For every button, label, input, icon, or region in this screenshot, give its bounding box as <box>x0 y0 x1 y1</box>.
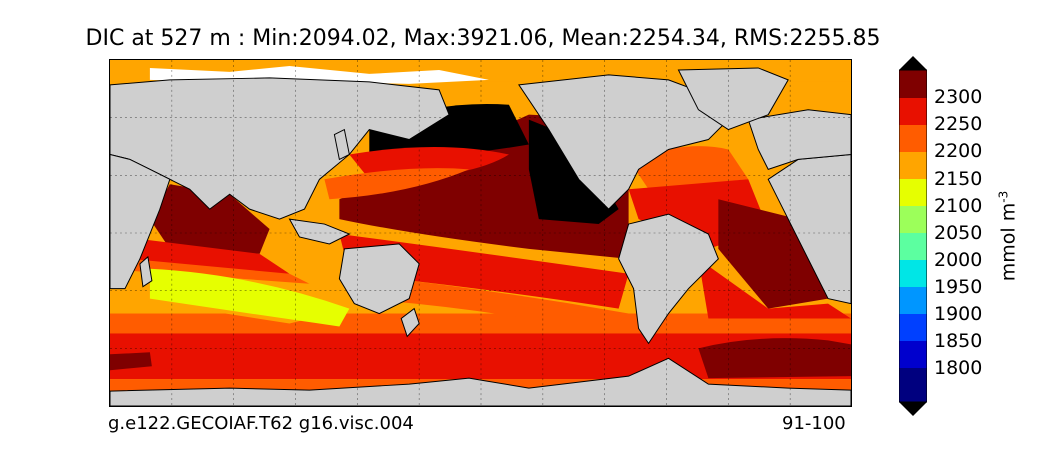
colorbar-2000 <box>899 233 927 260</box>
madagascar-land <box>139 255 153 288</box>
colorbar-1950 <box>899 260 927 287</box>
map-panel <box>109 59 852 407</box>
colorbar-2250 <box>899 98 927 125</box>
colorbar-tick-2050: 2050 <box>934 222 983 244</box>
colorbar-2100 <box>899 179 927 206</box>
indian-yellow <box>149 268 350 327</box>
natl-2200 <box>628 146 749 190</box>
colorbar-tick-2100: 2100 <box>934 195 983 217</box>
greenland-land <box>677 67 789 131</box>
unit-exponent: -3 <box>996 190 1011 203</box>
colorbar-tick-2300: 2300 <box>934 86 983 108</box>
weddell-patch-2300 <box>698 338 851 379</box>
colorbar <box>899 56 927 416</box>
colorbar-tick-1950: 1950 <box>934 276 983 298</box>
colorbar-2300 <box>899 70 927 98</box>
colorbar-tick-2150: 2150 <box>934 168 983 190</box>
japan-land <box>333 128 350 161</box>
satl-2250 <box>698 258 851 319</box>
colorbar-tick-1800: 1800 <box>934 357 983 379</box>
colorbar-1800 <box>899 341 927 368</box>
africa-east-land <box>767 153 851 305</box>
years-label: 91-100 <box>782 413 846 434</box>
colorbar-under <box>899 368 927 402</box>
europe-land <box>747 109 851 170</box>
colorbar-tick-1850: 1850 <box>934 330 983 352</box>
colorbar-under-arrow <box>899 402 927 416</box>
colorbar-1900 <box>899 287 927 314</box>
colorbar-1850 <box>899 314 927 341</box>
colorbar-2150 <box>899 152 927 179</box>
colorbar-unit-label: mmol m-3 <box>996 191 1019 281</box>
ross-patch-2300 <box>110 352 152 371</box>
colorbar-tick-1900: 1900 <box>934 303 983 325</box>
africa-land <box>110 153 171 290</box>
dic-map <box>110 60 851 406</box>
indonesia-land <box>288 218 351 245</box>
colorbar-2050 <box>899 206 927 233</box>
indian-2300 <box>149 184 270 254</box>
graticule <box>110 60 851 406</box>
south-america-land <box>618 213 719 345</box>
colorbar-over-arrow <box>899 56 927 70</box>
run-name-label: g.e122.GECOIAF.T62 g16.visc.004 <box>108 413 414 434</box>
north-america-land <box>518 74 729 210</box>
npac-2200-band <box>324 168 470 200</box>
plot-title: DIC at 527 m : Min:2094.02, Max:3921.06,… <box>85 26 881 51</box>
colorbar-tick-2250: 2250 <box>934 113 983 135</box>
spac-2250 <box>339 233 629 309</box>
australia-land <box>338 243 420 315</box>
unit-base: mmol m <box>997 202 1020 282</box>
colorbar-tick-2000: 2000 <box>934 249 983 271</box>
colorbar-2200 <box>899 125 927 152</box>
colorbar-tick-2200: 2200 <box>934 140 983 162</box>
